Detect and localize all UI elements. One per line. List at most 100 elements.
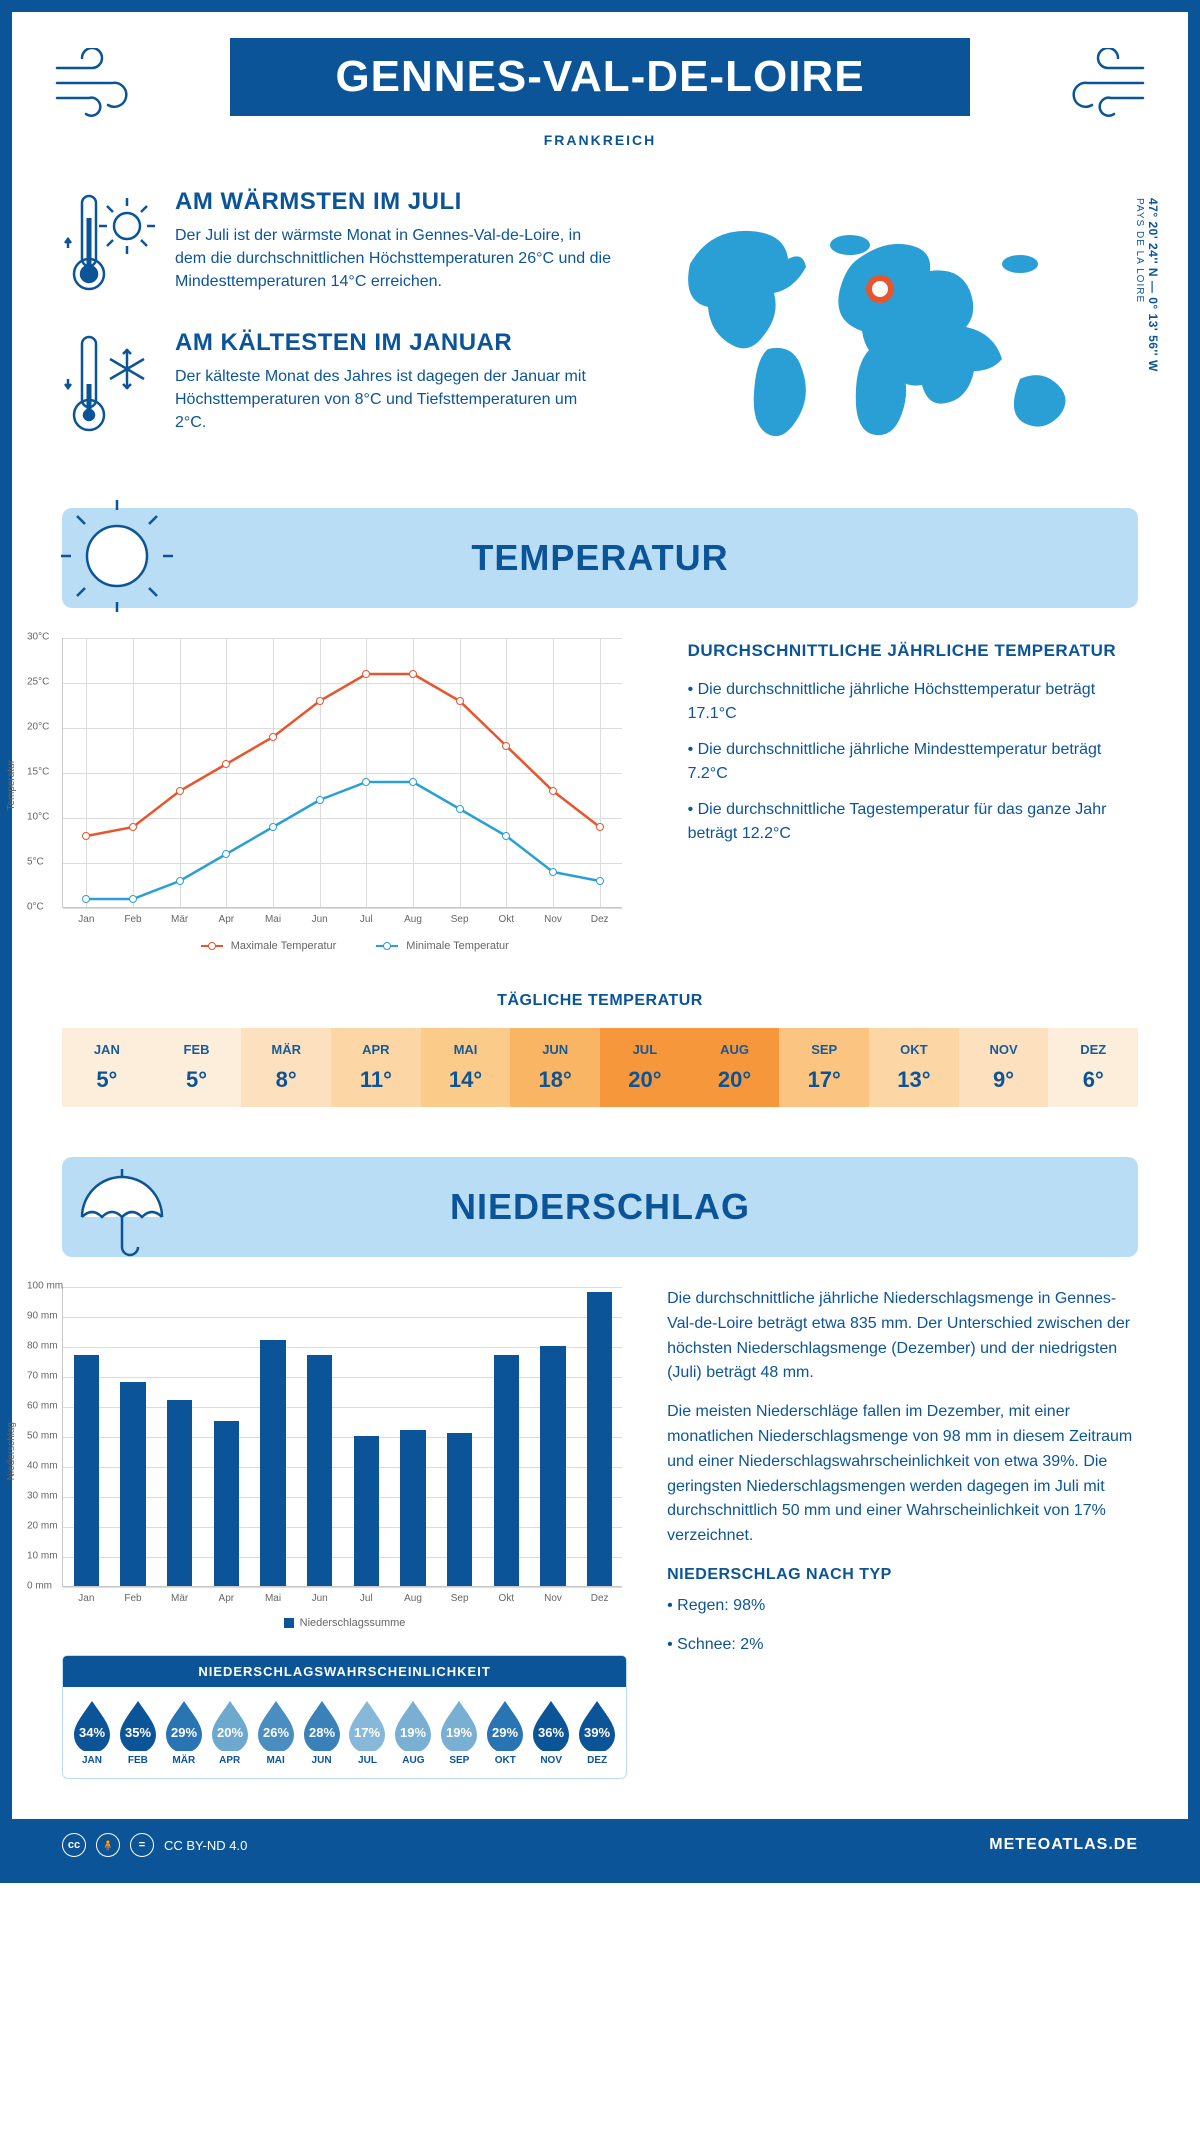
temp-cell: OKT13° [869, 1028, 959, 1107]
probability-drop: 28%JUN [301, 1699, 343, 1766]
bar [214, 1421, 240, 1586]
intro-section: AM WÄRMSTEN IM JULI Der Juli ist der wär… [12, 158, 1188, 490]
temp-cell: MÄR8° [241, 1028, 331, 1107]
probability-drop: 39%DEZ [576, 1699, 618, 1766]
bar [354, 1436, 380, 1586]
svg-text:28%: 28% [309, 1725, 335, 1740]
daily-temp-table: JAN5°FEB5°MÄR8°APR11°MAI14°JUN18°JUL20°A… [62, 1028, 1138, 1107]
svg-text:34%: 34% [79, 1725, 105, 1740]
bar [400, 1430, 426, 1586]
title-band: GENNES-VAL-DE-LOIRE [230, 38, 970, 116]
probability-drop: 19%SEP [438, 1699, 480, 1766]
probability-drop: 36%NOV [530, 1699, 572, 1766]
info-b1: • Die durchschnittliche jährliche Höchst… [688, 678, 1138, 726]
probability-drop: 34%JAN [71, 1699, 113, 1766]
precip-title: NIEDERSCHLAG [450, 1186, 750, 1228]
bar [494, 1355, 520, 1586]
precip-row: Niederschlag 0 mm10 mm20 mm30 mm40 mm50 … [12, 1287, 1188, 1779]
precip-text-1: Die durchschnittliche jährliche Niedersc… [667, 1287, 1138, 1386]
coldest-text: Der kälteste Monat des Jahres ist dagege… [175, 365, 611, 435]
temp-cell: APR11° [331, 1028, 421, 1107]
temperature-chart-row: Temperatur 0°C5°C10°C15°C20°C25°C30°CJan… [12, 638, 1188, 952]
nd-icon: = [130, 1833, 154, 1857]
precip-section-band: NIEDERSCHLAG [62, 1157, 1138, 1257]
infographic-page: GENNES-VAL-DE-LOIRE FRANKREICH AM WÄRMST… [0, 0, 1200, 1883]
bar [447, 1433, 473, 1586]
precip-text-col: Die durchschnittliche jährliche Niedersc… [667, 1287, 1138, 1779]
temp-cell: FEB5° [152, 1028, 242, 1107]
temperature-section-band: TEMPERATUR [62, 508, 1138, 608]
wind-icon [52, 48, 152, 123]
svg-text:20%: 20% [217, 1725, 243, 1740]
bar [120, 1382, 146, 1586]
temp-cell: MAI14° [421, 1028, 511, 1107]
world-map-icon [670, 209, 1110, 449]
bar [167, 1400, 193, 1586]
temp-cell: DEZ6° [1048, 1028, 1138, 1107]
info-title: DURCHSCHNITTLICHE JÄHRLICHE TEMPERATUR [688, 638, 1138, 664]
wind-icon [1048, 48, 1148, 123]
thermometer-snow-icon [62, 329, 157, 444]
footer: cc 🧍 = CC BY-ND 4.0 METEOATLAS.DE [12, 1819, 1188, 1871]
temperature-title: TEMPERATUR [471, 537, 728, 579]
warmest-block: AM WÄRMSTEN IM JULI Der Juli ist der wär… [62, 188, 611, 303]
probability-drop: 17%JUL [346, 1699, 388, 1766]
precip-left-col: Niederschlag 0 mm10 mm20 mm30 mm40 mm50 … [62, 1287, 627, 1779]
precip-text-2: Die meisten Niederschläge fallen im Deze… [667, 1400, 1138, 1549]
temp-cell: AUG20° [690, 1028, 780, 1107]
world-map-col: 47° 20' 24'' N — 0° 13' 56'' W PAYS DE L… [641, 188, 1138, 470]
page-title: GENNES-VAL-DE-LOIRE [250, 52, 950, 102]
temp-cell: JUL20° [600, 1028, 690, 1107]
temperature-info: DURCHSCHNITTLICHE JÄHRLICHE TEMPERATUR •… [688, 638, 1138, 952]
temp-cell: SEP17° [779, 1028, 869, 1107]
intro-text-col: AM WÄRMSTEN IM JULI Der Juli ist der wär… [62, 188, 611, 470]
probability-drop: 26%MAI [255, 1699, 297, 1766]
precip-bar-chart: Niederschlag 0 mm10 mm20 mm30 mm40 mm50 … [62, 1287, 627, 1629]
probability-title: NIEDERSCHLAGSWAHRSCHEINLICHKEIT [63, 1656, 626, 1687]
y-axis-title: Niederschlag [6, 1422, 17, 1480]
bar [307, 1355, 333, 1586]
country-label: FRANKREICH [62, 132, 1138, 148]
probability-drop: 19%AUG [392, 1699, 434, 1766]
license: cc 🧍 = CC BY-ND 4.0 [62, 1833, 247, 1857]
umbrella-icon [52, 1147, 182, 1272]
bar-legend: Niederschlagssumme [62, 1617, 627, 1629]
cc-icon: cc [62, 1833, 86, 1857]
probability-box: NIEDERSCHLAGSWAHRSCHEINLICHKEIT 34%JAN35… [62, 1655, 627, 1779]
bar [260, 1340, 286, 1586]
probability-drops: 34%JAN35%FEB29%MÄR20%APR26%MAI28%JUN17%J… [63, 1687, 626, 1766]
svg-text:29%: 29% [492, 1725, 518, 1740]
warmest-title: AM WÄRMSTEN IM JULI [175, 188, 611, 216]
probability-drop: 29%OKT [484, 1699, 526, 1766]
warmest-text: Der Juli ist der wärmste Monat in Gennes… [175, 224, 611, 294]
temperature-line-chart: Temperatur 0°C5°C10°C15°C20°C25°C30°CJan… [62, 638, 648, 952]
chart-legend: Maximale Temperatur Minimale Temperatur [62, 940, 648, 952]
temp-cell: NOV9° [959, 1028, 1049, 1107]
bar [587, 1292, 613, 1586]
info-b2: • Die durchschnittliche jährliche Mindes… [688, 738, 1138, 786]
bar [540, 1346, 566, 1586]
coordinates-label: 47° 20' 24'' N — 0° 13' 56'' W PAYS DE L… [1132, 198, 1160, 372]
legend-max: Maximale Temperatur [201, 940, 337, 952]
svg-text:19%: 19% [446, 1725, 472, 1740]
by-icon: 🧍 [96, 1833, 120, 1857]
bar [74, 1355, 100, 1586]
daily-temp-title: TÄGLICHE TEMPERATUR [12, 992, 1188, 1010]
y-axis-title: Temperatur [6, 760, 17, 811]
probability-drop: 35%FEB [117, 1699, 159, 1766]
svg-text:26%: 26% [263, 1725, 289, 1740]
coldest-title: AM KÄLTESTEN IM JANUAR [175, 329, 611, 357]
site-name: METEOATLAS.DE [989, 1836, 1138, 1854]
info-b3: • Die durchschnittliche Tagestemperatur … [688, 798, 1138, 846]
svg-text:39%: 39% [584, 1725, 610, 1740]
svg-text:35%: 35% [125, 1725, 151, 1740]
by-type-title: NIEDERSCHLAG NACH TYP [667, 1563, 1138, 1588]
probability-drop: 20%APR [209, 1699, 251, 1766]
svg-text:29%: 29% [171, 1725, 197, 1740]
thermometer-sun-icon [62, 188, 157, 303]
temp-cell: JAN5° [62, 1028, 152, 1107]
header: GENNES-VAL-DE-LOIRE FRANKREICH [12, 12, 1188, 158]
temp-cell: JUN18° [510, 1028, 600, 1107]
sun-icon [52, 498, 182, 623]
by-type-1: • Regen: 98% [667, 1594, 1138, 1619]
